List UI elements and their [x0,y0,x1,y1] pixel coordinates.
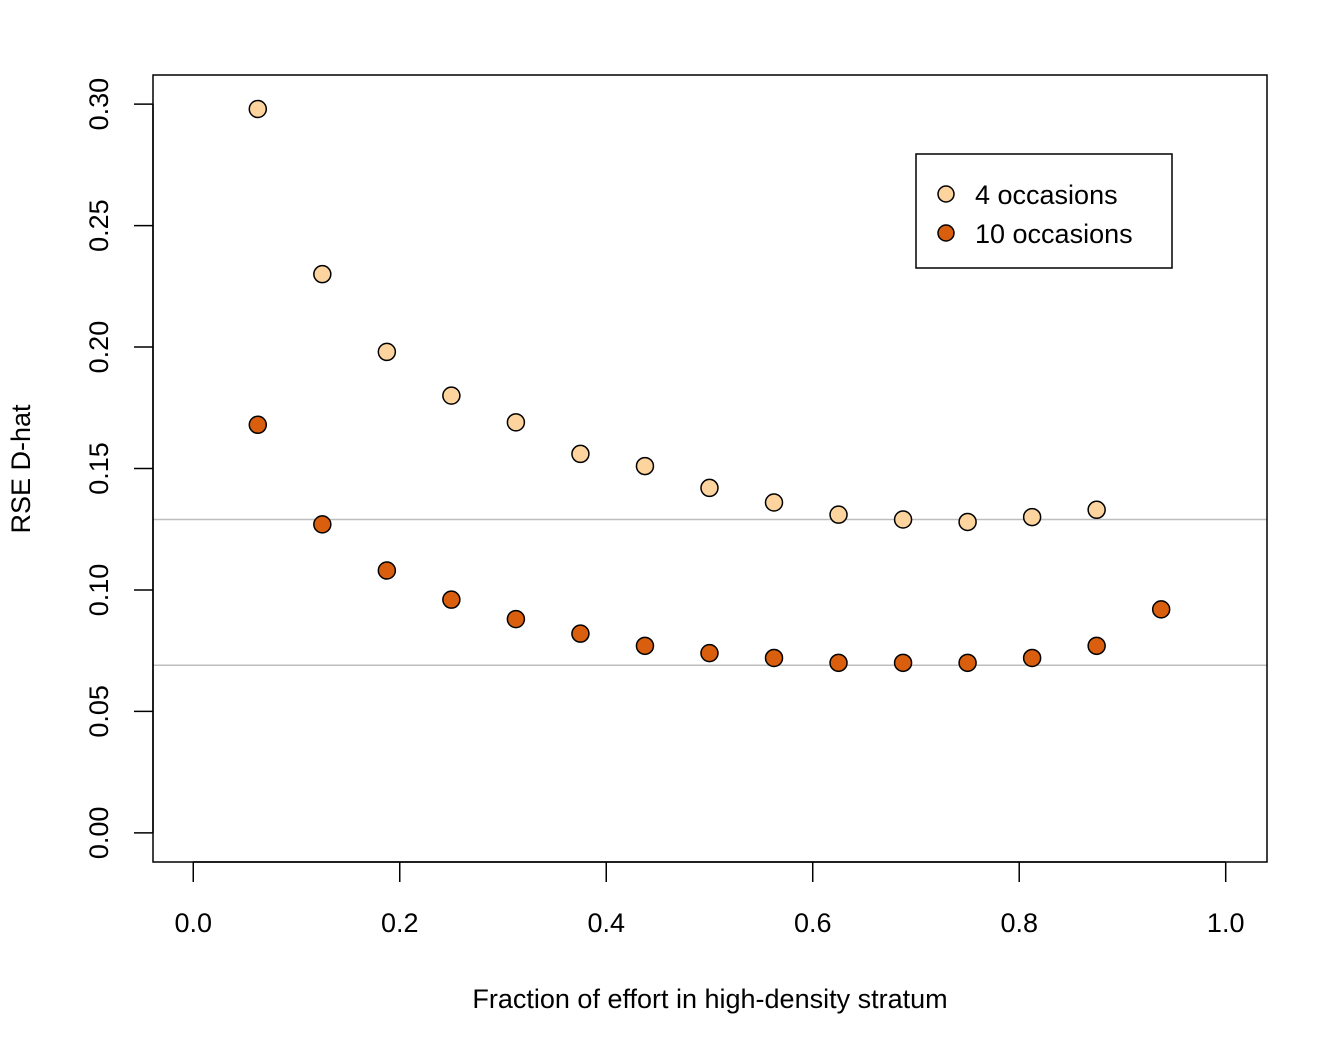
data-point [893,510,913,529]
data-point [571,624,590,643]
legend: 4 occasions 10 occasions [915,153,1173,269]
legend-label-10-occasions: 10 occasions [975,219,1133,249]
x-tick-label: 0.6 [794,908,832,938]
data-point [506,413,526,432]
x-axis: 0.0 0.2 0.4 0.6 0.8 1.0 [174,861,1245,938]
y-tick-label: 0.30 [84,78,114,131]
legend-box [915,153,1173,269]
data-point [1151,600,1171,619]
series-4-occasions [248,99,1106,532]
data-point [764,493,784,512]
data-point [313,515,332,534]
data-point [442,590,461,609]
x-tick-label: 0.8 [1000,908,1038,938]
legend-marker-10-occasions [937,224,955,242]
x-tick-label: 1.0 [1207,908,1245,938]
y-axis: 0.00 0.05 0.10 0.15 0.20 0.25 0.30 [84,78,154,860]
x-tick-label: 0.0 [174,908,212,938]
data-point [958,512,977,532]
data-point [313,264,332,284]
data-point [635,456,655,476]
data-point [958,653,977,673]
data-point [571,444,590,464]
data-point [893,653,913,673]
y-tick-label: 0.25 [84,199,114,252]
y-tick-label: 0.10 [84,564,114,617]
data-point [506,609,526,629]
x-axis-title: Fraction of effort in high-density strat… [472,984,947,1014]
data-points [248,99,1171,673]
series-10-occasions [248,415,1171,673]
data-point [442,386,461,405]
data-point [248,99,268,119]
legend-label-4-occasions: 4 occasions [975,180,1118,210]
x-tick-label: 0.2 [381,908,419,938]
y-axis-title: RSE D-hat [6,404,36,534]
data-point [1087,500,1106,520]
data-point [635,636,655,656]
data-point [1022,648,1042,668]
data-point [1087,636,1106,656]
reference-lines [153,518,1267,667]
data-point [829,505,848,524]
data-point [377,342,397,362]
y-tick-label: 0.20 [84,321,114,374]
data-point [829,653,848,673]
data-point [248,415,268,435]
y-tick-label: 0.05 [84,685,114,738]
data-point [377,561,397,580]
data-point [764,648,784,668]
legend-marker-4-occasions [937,185,955,203]
x-tick-label: 0.4 [587,908,625,938]
y-tick-label: 0.00 [84,807,114,860]
y-tick-label: 0.15 [84,442,114,495]
data-point [700,478,719,498]
data-point [1022,507,1042,527]
data-point [700,643,719,663]
